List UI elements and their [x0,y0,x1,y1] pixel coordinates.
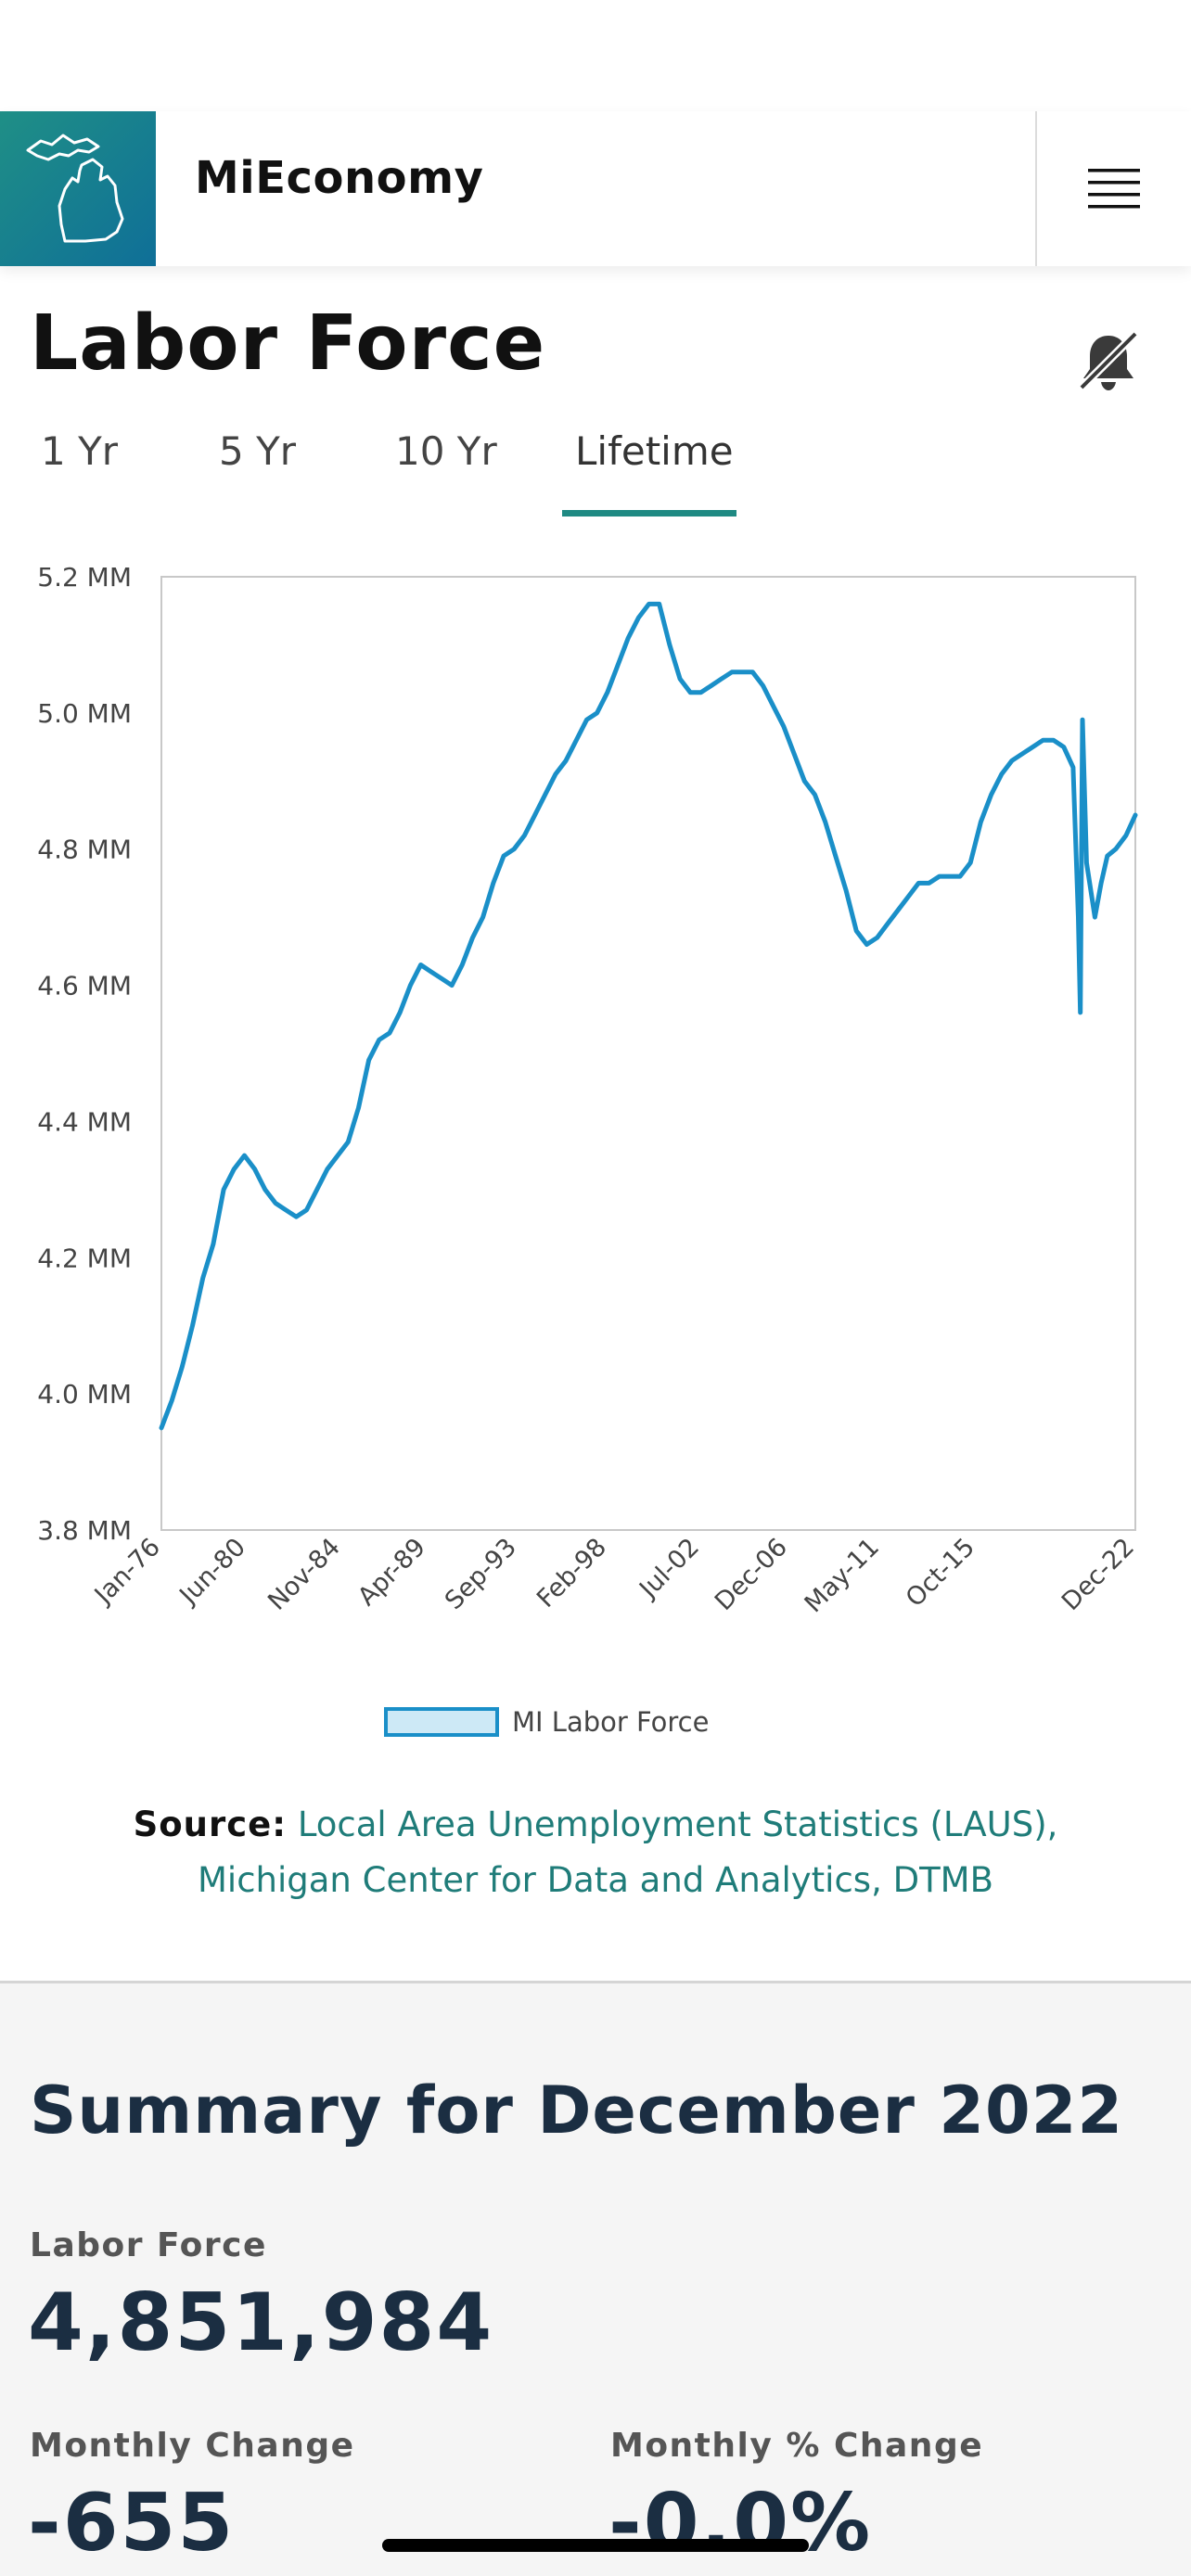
y-tick-label: 5.0 MM [37,698,132,729]
summary-title: Summary for December 2022 [30,2072,1124,2149]
logo[interactable] [0,111,156,266]
hamburger-menu-icon [1088,168,1140,208]
bell-off-icon [1078,330,1139,391]
legend-swatch [384,1707,499,1737]
header-divider [1035,111,1037,266]
monthly-change-value: -655 [28,2477,236,2570]
tab-lifetime[interactable]: Lifetime [575,428,734,474]
app-header: MiEconomy [0,111,1191,266]
y-tick-label: 5.2 MM [37,562,132,593]
x-tick-label: Jul-02 [633,1533,705,1605]
series-line-mi-labor-force [159,601,1138,1431]
source-note: Source: Local Area Unemployment Statisti… [56,1797,1135,1908]
page-title: Labor Force [30,300,546,388]
legend-label: MI Labor Force [512,1706,710,1738]
tab-10-yr[interactable]: 10 Yr [395,428,497,474]
y-tick-label: 3.8 MM [37,1515,132,1546]
y-tick-label: 4.4 MM [37,1106,132,1137]
active-tab-indicator [562,510,736,516]
source-label: Source: [133,1804,288,1844]
y-tick-label: 4.6 MM [37,971,132,1001]
michigan-map-icon [26,134,124,243]
menu-button[interactable] [1037,111,1191,266]
monthly-pct-change-value: -0.0% [608,2477,873,2570]
y-tick-label: 4.8 MM [37,835,132,865]
plot-area [160,576,1136,1531]
x-tick-label: Nov-84 [263,1533,346,1616]
y-tick-label: 4.0 MM [37,1379,132,1409]
app-name: MiEconomy [195,152,484,204]
tab-5-yr[interactable]: 5 Yr [219,428,296,474]
x-tick-label: Jun-80 [173,1533,251,1611]
summary-section: Summary for December 2022 Labor Force 4,… [0,1981,1191,2576]
monthly-pct-change-label: Monthly % Change [610,2427,984,2465]
status-bar [0,0,1191,111]
notification-toggle-button[interactable] [1074,326,1143,395]
labor-force-value: 4,851,984 [28,2276,494,2369]
x-tick-label: Dec-06 [710,1533,793,1616]
y-tick-label: 4.2 MM [37,1243,132,1273]
labor-force-label: Labor Force [30,2226,267,2264]
monthly-change-label: Monthly Change [30,2427,355,2465]
x-tick-label: Oct-15 [901,1533,980,1613]
x-tick-label: Feb-98 [531,1533,612,1613]
labor-force-chart: 5.2 MM 5.0 MM 4.8 MM 4.6 MM 4.4 MM 4.2 MM 4.0 … [37,562,1140,1618]
x-tick-label: Dec-22 [1057,1533,1140,1616]
tab-1-yr[interactable]: 1 Yr [41,428,118,474]
source-link[interactable]: Local Area Unemployment Statistics (LAUS… [198,1804,1058,1900]
x-tick-label: May-11 [800,1533,885,1618]
x-tick-label: Sep-93 [440,1533,522,1615]
x-tick-label: Apr-89 [352,1533,431,1612]
home-indicator [382,2539,809,2552]
chart-legend[interactable]: MI Labor Force [384,1706,709,1738]
